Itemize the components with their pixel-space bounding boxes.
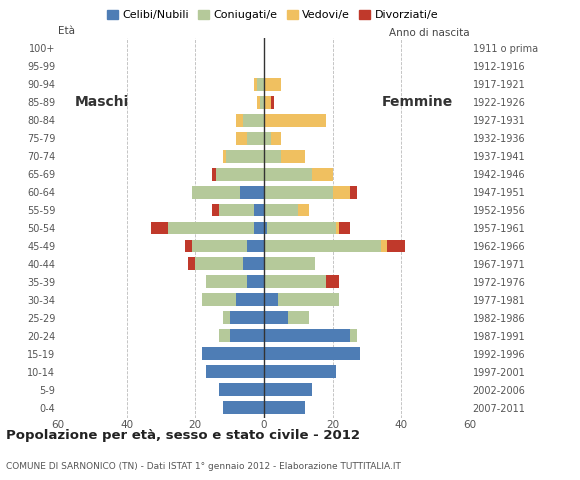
Bar: [298, 204, 309, 216]
Bar: [246, 240, 264, 252]
Bar: [350, 329, 357, 342]
Bar: [237, 293, 264, 306]
Bar: [332, 186, 350, 199]
Bar: [264, 168, 312, 180]
Bar: [205, 365, 264, 378]
Bar: [257, 78, 264, 91]
Bar: [202, 348, 264, 360]
Bar: [253, 222, 264, 234]
Bar: [223, 150, 226, 163]
Bar: [202, 293, 237, 306]
Bar: [151, 222, 168, 234]
Bar: [264, 114, 325, 127]
Text: Femmine: Femmine: [382, 95, 452, 109]
Bar: [212, 168, 216, 180]
Bar: [264, 222, 267, 234]
Bar: [230, 312, 264, 324]
Legend: Celibi/Nubili, Coniugati/e, Vedovi/e, Divorziati/e: Celibi/Nubili, Coniugati/e, Vedovi/e, Di…: [103, 6, 443, 25]
Text: COMUNE DI SARNONICO (TN) - Dati ISTAT 1° gennaio 2012 - Elaborazione TUTTITALIA.: COMUNE DI SARNONICO (TN) - Dati ISTAT 1°…: [6, 462, 401, 471]
Bar: [188, 257, 195, 270]
Bar: [264, 150, 281, 163]
Bar: [226, 150, 264, 163]
Bar: [219, 204, 253, 216]
Bar: [246, 276, 264, 288]
Bar: [264, 293, 278, 306]
Bar: [264, 365, 336, 378]
Bar: [336, 222, 339, 234]
Bar: [264, 329, 350, 342]
Bar: [240, 186, 264, 199]
Bar: [264, 132, 271, 144]
Bar: [223, 312, 230, 324]
Text: Popolazione per età, sesso e stato civile - 2012: Popolazione per età, sesso e stato civil…: [6, 429, 360, 442]
Bar: [264, 204, 298, 216]
Bar: [267, 222, 336, 234]
Bar: [223, 401, 264, 414]
Bar: [216, 168, 264, 180]
Bar: [257, 96, 260, 108]
Bar: [237, 114, 243, 127]
Bar: [243, 114, 264, 127]
Bar: [264, 78, 281, 91]
Bar: [243, 257, 264, 270]
Bar: [271, 132, 281, 144]
Bar: [264, 257, 316, 270]
Bar: [205, 276, 246, 288]
Bar: [350, 186, 357, 199]
Bar: [168, 222, 253, 234]
Bar: [264, 96, 271, 108]
Bar: [380, 240, 387, 252]
Bar: [219, 383, 264, 396]
Bar: [253, 78, 257, 91]
Bar: [271, 96, 274, 108]
Bar: [325, 276, 339, 288]
Bar: [219, 329, 230, 342]
Bar: [237, 132, 246, 144]
Bar: [264, 383, 312, 396]
Text: Anno di nascita: Anno di nascita: [389, 28, 470, 38]
Text: Età: Età: [58, 26, 75, 36]
Text: Maschi: Maschi: [75, 95, 129, 109]
Bar: [212, 204, 219, 216]
Bar: [230, 329, 264, 342]
Bar: [192, 240, 246, 252]
Bar: [278, 293, 339, 306]
Bar: [246, 132, 264, 144]
Bar: [264, 186, 332, 199]
Bar: [264, 401, 305, 414]
Bar: [339, 222, 350, 234]
Bar: [264, 276, 325, 288]
Bar: [288, 312, 309, 324]
Bar: [192, 186, 240, 199]
Bar: [195, 257, 243, 270]
Bar: [387, 240, 405, 252]
Bar: [260, 96, 264, 108]
Bar: [264, 240, 380, 252]
Bar: [264, 312, 288, 324]
Bar: [185, 240, 192, 252]
Bar: [312, 168, 332, 180]
Bar: [281, 150, 305, 163]
Bar: [264, 348, 360, 360]
Bar: [253, 204, 264, 216]
